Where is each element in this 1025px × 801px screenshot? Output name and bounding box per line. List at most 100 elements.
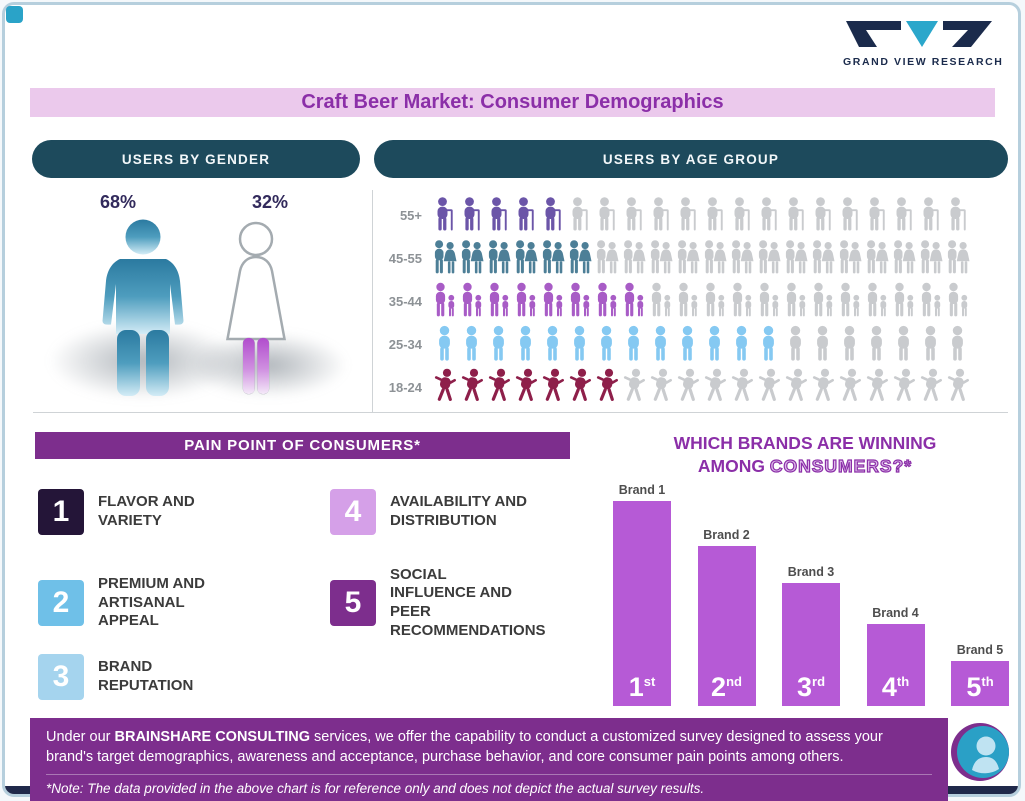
- elderly-person-icon: [815, 197, 831, 231]
- parentchild-person-icon: [840, 282, 860, 317]
- person-person-icon: [439, 325, 450, 361]
- footer-text-bold: BRAINSHARE CONSULTING: [114, 729, 310, 745]
- age-group-label: 55+: [399, 208, 422, 223]
- parentchild-person-icon: [705, 282, 725, 317]
- person-person-icon: [682, 325, 693, 361]
- runner-person-icon: [947, 368, 970, 402]
- runner-person-icon: [785, 368, 808, 402]
- brand-bar-label: Brand 4: [872, 606, 919, 620]
- brand-logo-text: GRAND VIEW RESEARCH: [843, 56, 1004, 68]
- couple-person-icon: [488, 240, 511, 274]
- runner-person-icon: [488, 368, 511, 402]
- brainshare-badge-icon: [951, 723, 1009, 781]
- pain-point-label: PREMIUM AND ARTISANAL APPEAL: [98, 574, 205, 630]
- runner-person-icon: [704, 368, 727, 402]
- gender-section-header: USERS BY GENDER: [32, 140, 360, 178]
- parentchild-person-icon: [435, 282, 455, 317]
- person-person-icon: [736, 325, 747, 361]
- couple-person-icon: [920, 240, 943, 274]
- brand-bar-group: Brand 3 3rd: [779, 565, 843, 706]
- person-person-icon: [925, 325, 936, 361]
- male-figure-icon: [102, 219, 184, 396]
- runner-person-icon: [596, 368, 619, 402]
- brand-bar: 2nd: [697, 546, 756, 706]
- page-title: Craft Beer Market: Consumer Demographics: [301, 91, 724, 113]
- pain-point-item: 1 FLAVOR AND VARIETY: [38, 464, 330, 560]
- brand-bar: 1st: [613, 501, 671, 706]
- parentchild-person-icon: [921, 282, 941, 317]
- pain-point-item: 5 SOCIAL INFLUENCE AND PEER RECOMMENDATIO…: [330, 560, 586, 646]
- runner-person-icon: [731, 368, 754, 402]
- brand-rank-label: 2nd: [711, 672, 742, 702]
- couple-person-icon: [623, 240, 646, 274]
- couple-person-icon: [866, 240, 889, 274]
- couple-person-icon: [542, 240, 565, 274]
- couple-person-icon: [569, 240, 592, 274]
- runner-person-icon: [677, 368, 700, 402]
- couple-person-icon: [677, 240, 700, 274]
- male-percentage-label: 68%: [100, 192, 137, 212]
- vertical-divider: [372, 190, 373, 412]
- elderly-person-icon: [761, 197, 777, 231]
- runner-person-icon: [569, 368, 592, 402]
- elderly-person-icon: [545, 197, 561, 231]
- parentchild-person-icon: [489, 282, 509, 317]
- person-person-icon: [628, 325, 639, 361]
- pain-point-number-icon: 5: [330, 580, 376, 626]
- age-row: 25-34: [378, 323, 1010, 366]
- age-group-label: 25-34: [388, 337, 422, 352]
- brand-bar: 5th: [951, 661, 1009, 706]
- couple-person-icon: [515, 240, 538, 274]
- elderly-person-icon: [923, 197, 939, 231]
- age-row: 18-24: [378, 366, 1010, 409]
- brands-title-line1: WHICH BRANDS ARE WINNING: [673, 433, 937, 453]
- couple-person-icon: [596, 240, 619, 274]
- brand-rank-suffix: rd: [812, 674, 826, 689]
- horizontal-divider: [33, 412, 1008, 413]
- couple-person-icon: [434, 240, 457, 274]
- brand-bar-label: Brand 3: [787, 565, 835, 579]
- person-person-icon: [952, 325, 963, 361]
- corner-accent: [6, 6, 23, 23]
- footer-text-suffix: services, we offer the capability to con…: [46, 729, 883, 766]
- parentchild-person-icon: [759, 282, 779, 317]
- couple-person-icon: [758, 240, 781, 274]
- parentchild-person-icon: [786, 282, 806, 317]
- couple-person-icon: [704, 240, 727, 274]
- runner-person-icon: [650, 368, 673, 402]
- age-pictogram-rows: 55+ 45-55 35-44 25-34 18-24: [378, 194, 1010, 409]
- runner-person-icon: [461, 368, 484, 402]
- brand-rank-label: 5th: [966, 672, 994, 702]
- brands-title-line2-plain: AMONG: [697, 455, 765, 476]
- parentchild-person-icon: [894, 282, 914, 317]
- person-person-icon: [817, 325, 828, 361]
- pain-point-label: BRAND REPUTATION: [98, 658, 194, 694]
- pain-point-number-icon: 4: [330, 489, 376, 535]
- pain-point-number-icon: 3: [38, 654, 84, 700]
- runner-person-icon: [758, 368, 781, 402]
- brand-bar: 3rd: [782, 583, 840, 706]
- couple-person-icon: [839, 240, 862, 274]
- brand-rank-suffix: th: [896, 674, 910, 689]
- age-row: 35-44: [378, 280, 1010, 323]
- brand-logo: GRAND VIEW RESEARCH: [843, 20, 1004, 68]
- parentchild-person-icon: [543, 282, 563, 317]
- person-person-icon: [493, 325, 504, 361]
- title-bar: Craft Beer Market: Consumer Demographics: [30, 88, 995, 117]
- couple-person-icon: [731, 240, 754, 274]
- person-person-icon: [520, 325, 531, 361]
- brand-bar-group: Brand 4 4th: [864, 606, 928, 706]
- parentchild-person-icon: [516, 282, 536, 317]
- pain-points-list: 1 FLAVOR AND VARIETY 2 PREMIUM AND ARTISANA…: [38, 464, 586, 708]
- pain-point-item: 4 AVAILABILITY AND DISTRIBUTION: [330, 464, 586, 560]
- brand-rank-suffix: st: [643, 674, 656, 689]
- brands-title-line2-outline: CONSUMERS?*: [769, 455, 913, 476]
- pain-point-item: 2 PREMIUM AND ARTISANAL APPEAL: [38, 560, 330, 646]
- age-group-label: 45-55: [388, 251, 422, 266]
- couple-person-icon: [461, 240, 484, 274]
- pain-point-label: FLAVOR AND VARIETY: [98, 493, 195, 529]
- elderly-person-icon: [491, 197, 507, 231]
- elderly-person-icon: [869, 197, 885, 231]
- parentchild-person-icon: [651, 282, 671, 317]
